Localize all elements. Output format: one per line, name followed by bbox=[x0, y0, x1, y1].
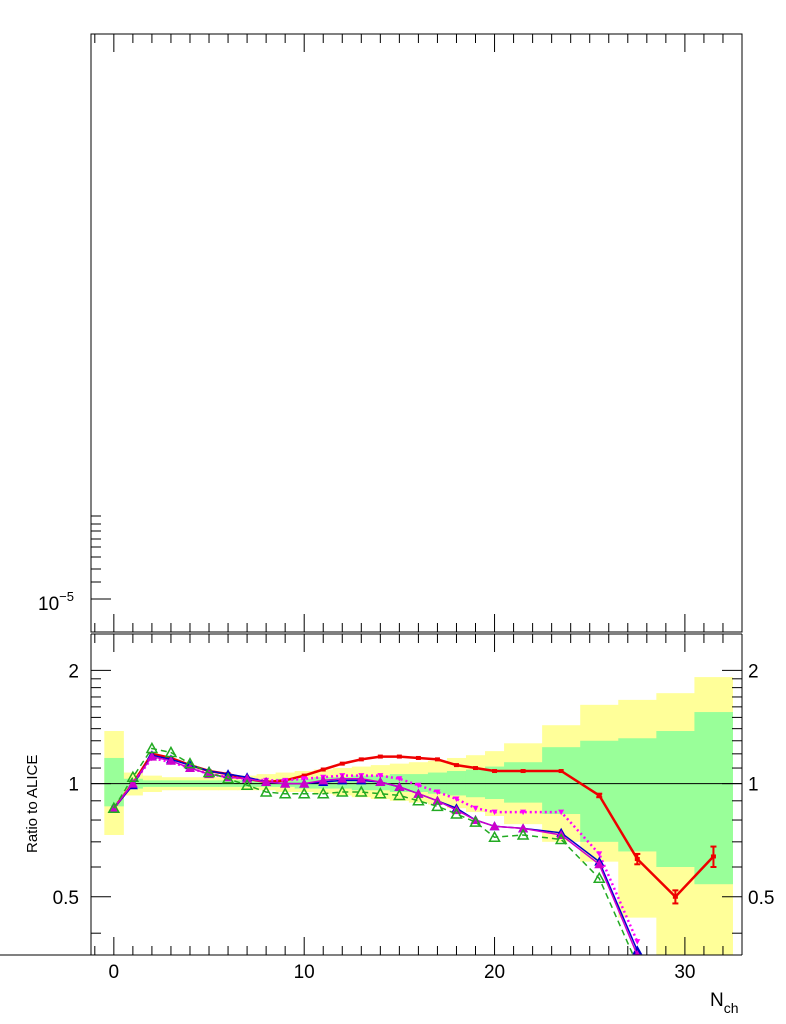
series-point bbox=[634, 950, 641, 955]
series-point bbox=[261, 776, 272, 786]
y-tick-label-right: 1 bbox=[748, 775, 759, 796]
band-inner bbox=[580, 740, 619, 842]
series-point bbox=[146, 751, 157, 761]
series-point bbox=[558, 769, 564, 774]
band-inner bbox=[104, 757, 124, 807]
top-ytick-label: 10−5 bbox=[38, 589, 74, 615]
x-tick-label: 0 bbox=[109, 962, 120, 983]
series-point bbox=[183, 757, 197, 769]
series-point bbox=[374, 787, 387, 799]
series-point bbox=[518, 823, 529, 833]
tick-labels: 0 10 20 30 0.5 0.5 1 1 2 2 bbox=[53, 661, 775, 983]
series-point bbox=[413, 788, 424, 798]
series-point bbox=[320, 767, 326, 772]
series-point bbox=[297, 787, 311, 799]
series-point bbox=[377, 773, 384, 779]
series-point bbox=[415, 755, 421, 760]
series-point bbox=[473, 766, 479, 771]
series-line bbox=[113, 747, 634, 955]
series-point bbox=[488, 830, 501, 842]
series-point bbox=[592, 871, 606, 884]
series-point bbox=[107, 801, 121, 813]
series-point bbox=[127, 778, 138, 788]
series-point bbox=[278, 787, 292, 799]
series-point bbox=[356, 773, 367, 783]
series-point bbox=[164, 745, 178, 758]
series-point bbox=[126, 770, 140, 782]
series-point bbox=[431, 799, 444, 812]
x-tick-label: 10 bbox=[294, 962, 315, 983]
series-point bbox=[393, 788, 406, 801]
series-point bbox=[377, 754, 383, 759]
y-tick-label-right: 2 bbox=[748, 661, 759, 682]
series-point bbox=[596, 851, 603, 857]
series-point bbox=[355, 785, 368, 797]
series-point bbox=[318, 775, 329, 785]
series-point bbox=[520, 769, 526, 774]
series-point bbox=[634, 939, 641, 945]
ratio-series bbox=[107, 741, 717, 969]
top-panel-ticks bbox=[91, 34, 724, 632]
ratio-y-axis-label: Ratio to ALICE bbox=[24, 755, 41, 853]
uncertainty-bands bbox=[104, 677, 733, 955]
series-point bbox=[469, 815, 482, 827]
band-inner bbox=[618, 738, 657, 852]
series-point bbox=[240, 778, 254, 790]
series-point bbox=[434, 757, 440, 762]
series-point bbox=[472, 805, 479, 812]
top-panel-frame bbox=[90, 33, 743, 633]
series-point bbox=[554, 832, 568, 845]
series-point bbox=[394, 781, 405, 791]
series-point bbox=[453, 763, 459, 768]
series-point bbox=[145, 741, 159, 754]
band-inner bbox=[504, 762, 543, 803]
series-point bbox=[632, 960, 642, 969]
ratio-panel-ticks bbox=[91, 634, 742, 955]
series-point bbox=[301, 773, 307, 778]
y-tick-label-left: 2 bbox=[68, 661, 79, 682]
band-inner bbox=[485, 766, 505, 799]
series-point bbox=[259, 785, 273, 797]
series-point bbox=[165, 755, 176, 765]
series-point bbox=[415, 782, 422, 789]
y-tick-label-left: 0.5 bbox=[53, 888, 79, 909]
series-point bbox=[492, 769, 498, 774]
series-point bbox=[491, 809, 498, 816]
series-point bbox=[396, 776, 403, 782]
series-point bbox=[516, 828, 530, 840]
series-point bbox=[453, 796, 460, 802]
series-point bbox=[450, 807, 463, 819]
series-point bbox=[299, 778, 310, 788]
series-point bbox=[335, 785, 349, 797]
series-point bbox=[520, 809, 527, 816]
series-point bbox=[242, 773, 253, 783]
y-tick-label-left: 1 bbox=[68, 775, 79, 796]
series-point bbox=[412, 794, 425, 806]
series-point bbox=[337, 773, 348, 783]
series-point bbox=[632, 945, 643, 955]
series-point bbox=[489, 821, 500, 831]
x-tick-label: 20 bbox=[484, 962, 505, 983]
series-point bbox=[280, 778, 291, 788]
series-point bbox=[396, 754, 402, 759]
y-tick-label-right: 0.5 bbox=[748, 888, 774, 909]
series-point bbox=[594, 859, 605, 869]
series-point bbox=[375, 776, 386, 786]
series-point bbox=[221, 772, 235, 784]
series-point bbox=[339, 761, 345, 766]
series-point bbox=[202, 766, 216, 778]
band-inner bbox=[656, 731, 695, 868]
x-tick-label: 30 bbox=[674, 962, 695, 983]
x-axis-label: Nch bbox=[710, 990, 739, 1016]
series-point bbox=[316, 787, 330, 799]
series-point bbox=[358, 757, 364, 762]
series-point bbox=[434, 789, 441, 795]
series-point bbox=[558, 809, 565, 816]
